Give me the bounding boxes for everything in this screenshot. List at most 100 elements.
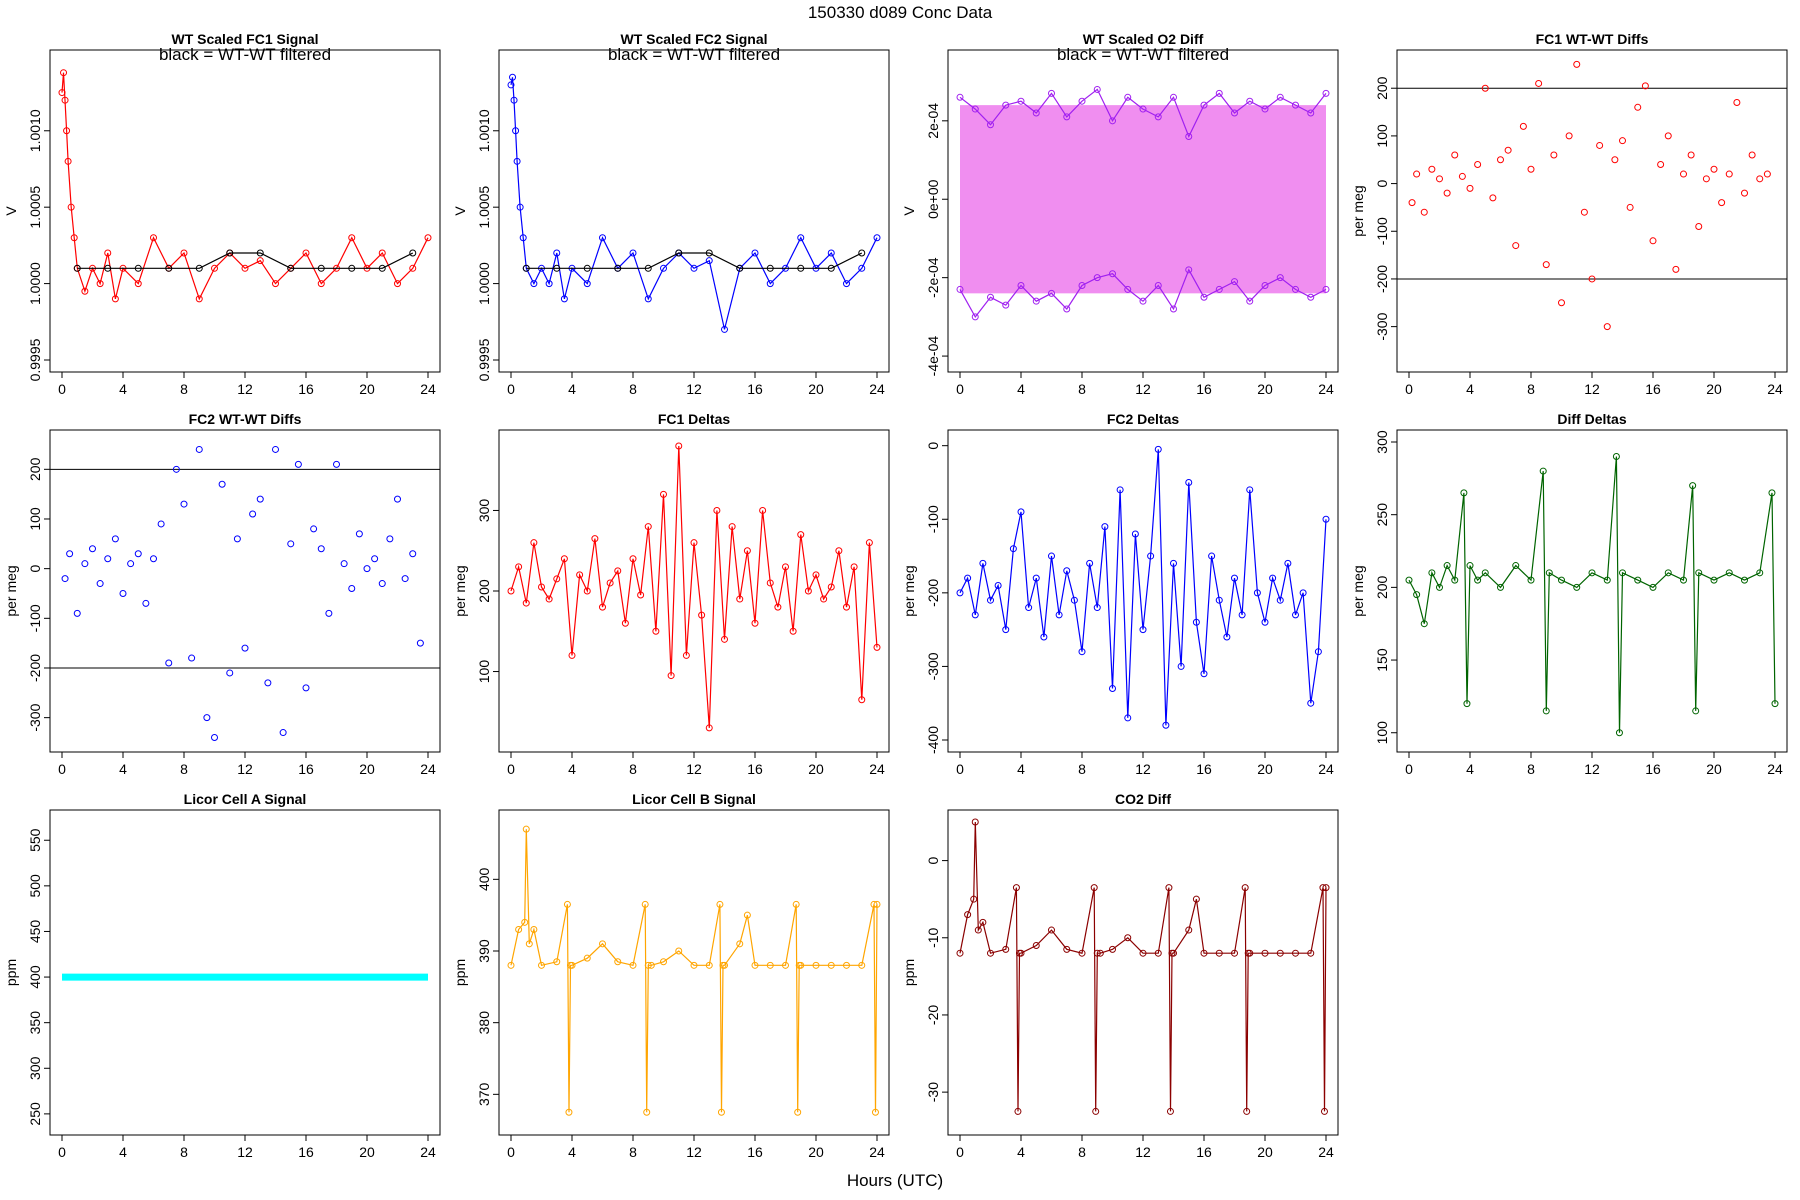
y-axis-label: per meg (1350, 185, 1366, 236)
data-point (1680, 170, 1687, 178)
x-tick-label: 20 (808, 381, 824, 397)
x-tick-label: 24 (420, 1144, 436, 1160)
data-point (1615, 729, 1623, 737)
data-point (310, 525, 318, 533)
data-point (599, 234, 606, 242)
data-point (956, 589, 964, 597)
data-point (660, 958, 667, 966)
data-point (743, 911, 751, 919)
data-point (1078, 949, 1086, 957)
data-point (721, 635, 728, 643)
data-point (256, 249, 264, 257)
data-point (1116, 486, 1124, 494)
data-point (317, 264, 325, 272)
x-tick-label: 20 (359, 1144, 375, 1160)
data-point (241, 264, 249, 272)
data-point (1460, 489, 1468, 497)
data-point (1322, 89, 1330, 97)
data-point (870, 900, 878, 908)
data-point (583, 264, 591, 272)
data-point (241, 644, 249, 652)
y-tick-label: -100 (27, 604, 43, 632)
y-tick-label: 200 (476, 579, 492, 603)
data-point (804, 587, 812, 595)
data-point (1463, 700, 1471, 708)
data-point (644, 961, 652, 969)
data-point (1093, 949, 1101, 957)
x-tick-label: 24 (869, 761, 885, 777)
data-point (1192, 618, 1200, 626)
data-point (667, 672, 675, 680)
data-point (165, 659, 173, 667)
data-point (134, 280, 142, 288)
data-point (1124, 93, 1132, 101)
data-point (378, 249, 386, 257)
data-point (104, 264, 112, 272)
data-point (979, 918, 987, 926)
data-point (226, 669, 234, 677)
data-point (797, 234, 805, 242)
data-point (333, 460, 340, 468)
y-tick-label: 100 (1374, 721, 1390, 745)
data-point (89, 545, 96, 553)
panel-5: FC2 WT-WT Diffs 0 4 8 12 16 20 24 -300 -200 -100 0 1… (3, 411, 441, 777)
data-point (751, 619, 759, 627)
plot-area (1397, 60, 1787, 331)
data-point (792, 900, 800, 908)
y-tick-label: 1.0000 (476, 262, 492, 305)
panel-title: WT Scaled FC1 Signal (171, 31, 318, 47)
data-point (111, 535, 119, 543)
data-point (302, 684, 310, 692)
y-tick-label: -300 (1374, 312, 1390, 340)
data-point (827, 249, 835, 257)
y-tick-label: 100 (476, 660, 492, 684)
data-point (599, 603, 606, 611)
data-point (637, 591, 645, 599)
data-point (794, 1108, 802, 1116)
data-point (1634, 103, 1642, 111)
data-point (858, 696, 866, 704)
data-point (1588, 569, 1596, 577)
y-tick-label: 300 (27, 1056, 43, 1080)
data-point (716, 900, 724, 908)
data-point (507, 81, 515, 89)
data-point (1443, 562, 1451, 570)
data-point (1573, 60, 1581, 68)
data-point (1725, 170, 1733, 178)
y-tick-label: 1.0010 (27, 109, 43, 152)
plot-frame (1396, 49, 1788, 373)
data-point (606, 579, 614, 587)
x-tick-label: 16 (298, 761, 314, 777)
data-point (621, 619, 629, 627)
data-point (1017, 508, 1025, 516)
data-point (1573, 583, 1581, 591)
y-tick-label: -4e-04 (925, 336, 941, 377)
data-point (843, 603, 850, 611)
data-point (1558, 299, 1565, 307)
data-point (1261, 282, 1269, 289)
data-point (1436, 583, 1443, 591)
data-point (736, 264, 744, 272)
data-point (1048, 289, 1055, 297)
data-point (964, 911, 972, 919)
data-point (1497, 583, 1504, 591)
data-point (279, 729, 287, 737)
data-point (647, 961, 655, 969)
data-point (218, 480, 226, 488)
y-tick-label: 100 (1374, 124, 1390, 148)
data-point (1596, 141, 1604, 149)
data-point (302, 249, 310, 257)
data-point (956, 93, 964, 101)
x-tick-label: 0 (58, 761, 66, 777)
data-point (576, 571, 584, 579)
data-point (873, 900, 881, 908)
data-point (1319, 884, 1327, 892)
data-point (1664, 569, 1672, 577)
y-tick-label: 0 (1374, 179, 1390, 187)
data-point (1032, 109, 1040, 117)
data-point (150, 555, 157, 563)
x-tick-label: 0 (956, 381, 964, 397)
data-point (1185, 133, 1193, 140)
y-tick-label: -100 (1374, 217, 1390, 245)
y-tick-label: 0 (925, 856, 941, 864)
